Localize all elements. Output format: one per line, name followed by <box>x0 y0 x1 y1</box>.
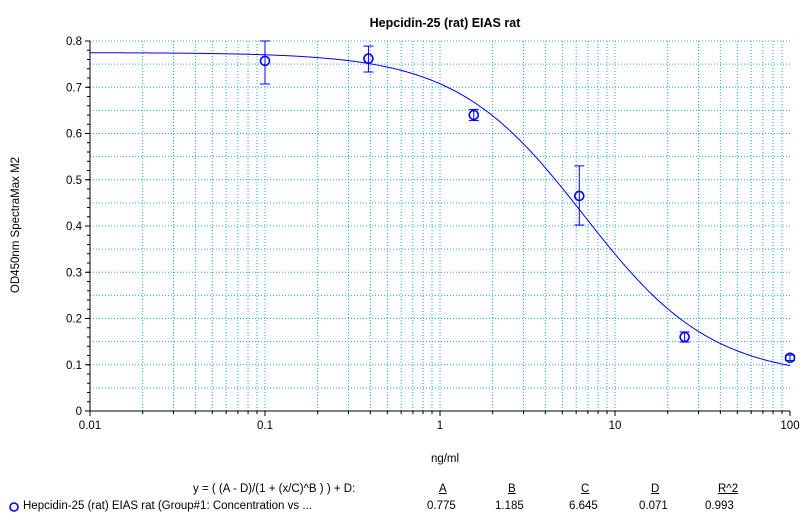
fit-header-a: A <box>439 483 447 495</box>
y-tick-label: 0.7 <box>66 82 82 94</box>
fit-curve-layer <box>89 52 791 367</box>
x-tick-label: 10 <box>609 420 622 432</box>
fit-header-c: C <box>581 483 590 495</box>
x-tick-label: 1 <box>437 420 443 432</box>
fit-curve <box>89 52 791 367</box>
fit-value-r2: 0.993 <box>705 500 734 512</box>
fit-results-table: y = ( (A - D)/(1 + (x/C)^B ) ) + D: A B … <box>0 482 802 522</box>
legend-series-label[interactable]: Hepcidin-25 (rat) EIAS rat (Group#1: Con… <box>23 500 312 512</box>
fit-equation: y = ( (A - D)/(1 + (x/C)^B ) ) + D: <box>193 483 356 495</box>
plot-svg: Hepcidin-25 (rat) EIAS rat OD450nm Spect… <box>10 16 800 465</box>
y-tick-label: 0.2 <box>66 314 82 326</box>
data-point <box>468 109 480 121</box>
data-point <box>363 53 374 64</box>
data-point <box>784 352 796 364</box>
y-tick-label: 0.5 <box>66 175 82 187</box>
y-axis-label: OD450nm SpectraMax M2 <box>10 157 22 293</box>
fit-value-c: 6.645 <box>569 500 598 512</box>
x-tick-label: 0.1 <box>257 420 273 432</box>
fit-header-r2: R^2 <box>718 483 739 495</box>
fit-value-d: 0.071 <box>639 500 668 512</box>
data-point <box>259 55 271 67</box>
y-tick-label: 0.1 <box>66 360 82 372</box>
x-tick-label: 0.01 <box>79 420 101 432</box>
fit-value-b: 1.185 <box>495 500 524 512</box>
y-tick-label: 0.4 <box>66 221 83 233</box>
y-tick-label: 0.8 <box>66 36 82 48</box>
y-tick-label: 0.6 <box>66 129 82 141</box>
data-point <box>573 190 585 202</box>
chart-title: Hepcidin-25 (rat) EIAS rat <box>370 16 522 30</box>
y-tick-label: 0.3 <box>66 267 82 279</box>
grid <box>90 40 790 411</box>
legend-marker-icon <box>9 502 19 512</box>
data-points <box>259 40 796 364</box>
fit-header-b: B <box>508 483 516 495</box>
axes: 0 0.1 0.2 0.3 0.4 0.5 0.6 0.7 0.8 0.01 0.1 1 10 100 <box>66 36 800 432</box>
data-point <box>679 331 690 343</box>
x-tick-label: 100 <box>780 420 799 432</box>
x-axis-label: ng/ml <box>431 453 459 465</box>
fit-value-a: 0.775 <box>427 500 456 512</box>
fit-header-d: D <box>651 483 660 495</box>
y-tick-label: 0 <box>76 406 82 418</box>
